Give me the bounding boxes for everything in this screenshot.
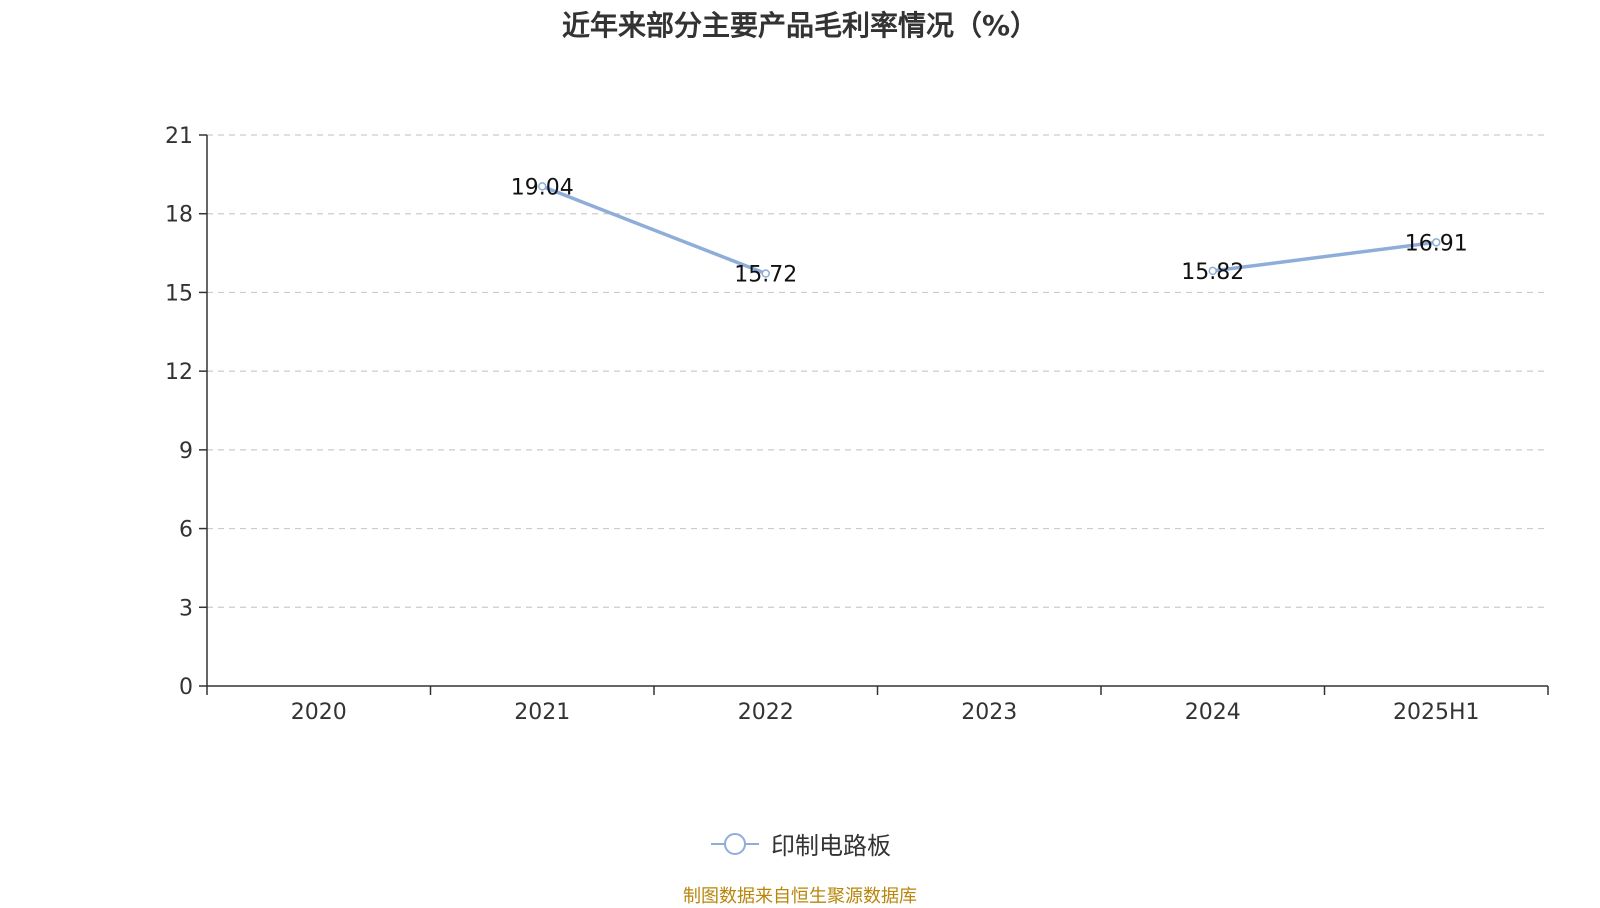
source-note: 制图数据来自恒生聚源数据库 <box>683 886 917 907</box>
x-tick-label: 2025H1 <box>1393 700 1480 725</box>
x-tick-label: 2021 <box>514 700 570 725</box>
x-tick-label: 2024 <box>1185 700 1241 725</box>
y-tick-label: 3 <box>179 596 193 621</box>
data-point <box>1432 238 1441 247</box>
y-tick-label: 21 <box>165 124 193 149</box>
y-tick-label: 9 <box>179 439 193 464</box>
x-tick-label: 2023 <box>961 700 1017 725</box>
data-point <box>761 269 770 278</box>
data-label-layer: 19.04 15.72 15.82 16.91 <box>511 175 1468 287</box>
grid-layer <box>207 134 1548 608</box>
x-tick-label: 2020 <box>291 700 347 725</box>
y-tick-label: 12 <box>165 360 193 385</box>
data-label: 19.04 <box>511 175 574 200</box>
series-line <box>1212 240 1437 273</box>
data-point <box>538 182 547 191</box>
data-point <box>1208 266 1217 276</box>
data-label: 16.91 <box>1405 231 1468 256</box>
y-tick-label: 15 <box>165 281 193 306</box>
series-layer <box>538 182 1441 278</box>
y-tick-label: 0 <box>179 675 193 700</box>
axis-layer: 0 3 6 9 12 15 18 21 2020 2021 2022 2023 2024 2025H1 <box>165 124 1549 725</box>
legend[interactable]: 印制电路板 <box>0 826 1600 861</box>
x-tick-label: 2022 <box>738 700 794 725</box>
series-line <box>541 184 767 276</box>
data-label: 15.72 <box>734 263 797 288</box>
y-tick-label: 18 <box>165 203 193 228</box>
chart-title: 近年来部分主要产品毛利率情况（%） <box>561 9 1039 42</box>
data-label: 15.82 <box>1181 260 1244 285</box>
y-tick-label: 6 <box>179 518 193 543</box>
legend-line-icon <box>711 832 759 855</box>
legend-label: 印制电路板 <box>771 832 891 860</box>
